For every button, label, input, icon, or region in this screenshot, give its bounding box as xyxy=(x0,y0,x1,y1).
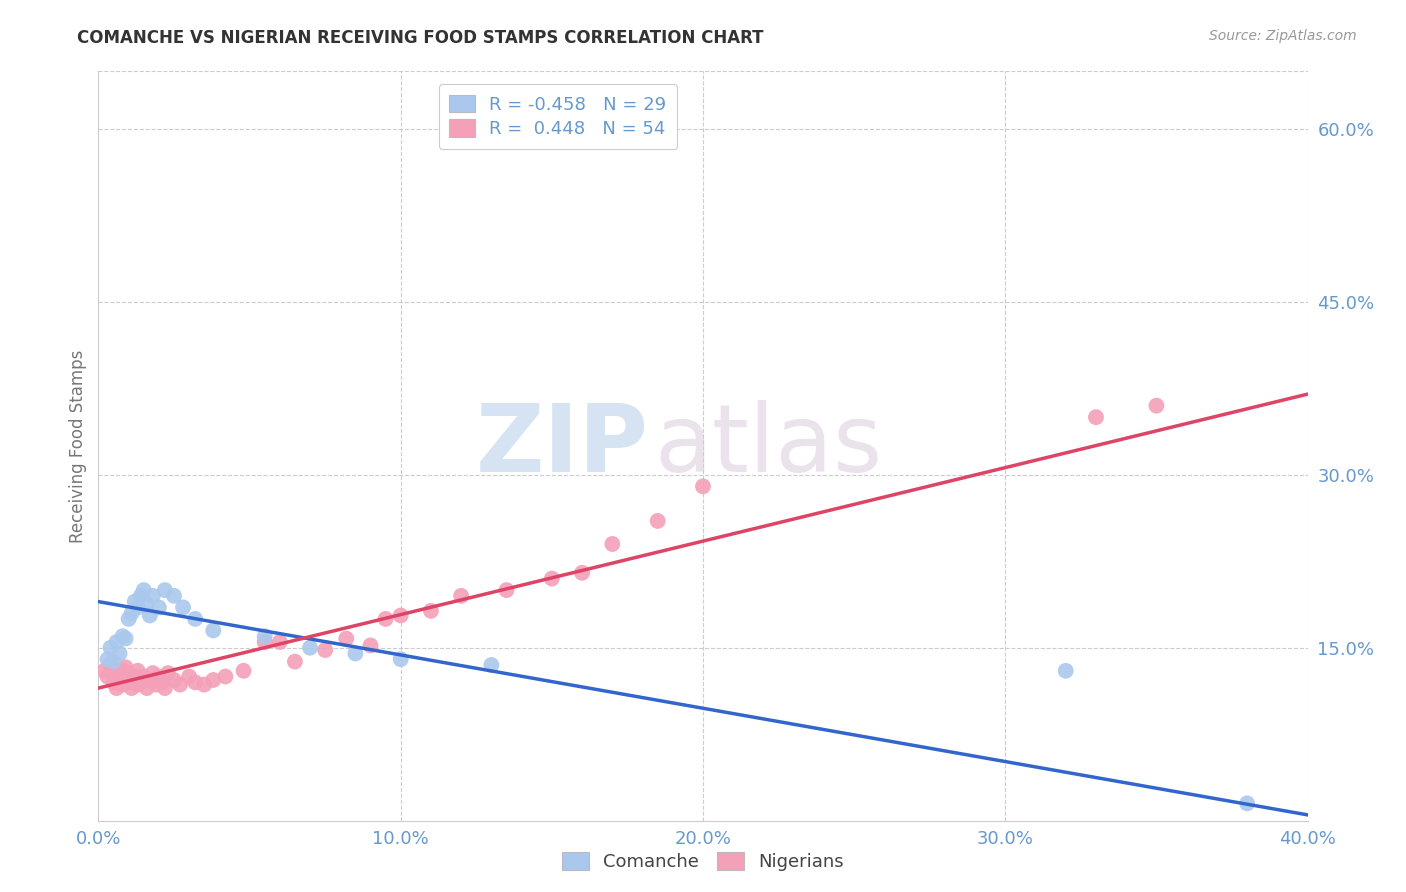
Point xyxy=(148,669,170,683)
Point xyxy=(1054,664,1077,678)
Point xyxy=(360,639,382,653)
Point xyxy=(153,681,176,695)
Point xyxy=(692,479,714,493)
Point xyxy=(172,600,194,615)
Point xyxy=(114,669,136,683)
Point xyxy=(647,514,669,528)
Point xyxy=(124,594,146,608)
Point xyxy=(335,632,357,646)
Point xyxy=(420,604,443,618)
Point xyxy=(108,673,131,687)
Point xyxy=(253,635,276,649)
Point xyxy=(1144,399,1167,413)
Point xyxy=(111,678,134,692)
Point xyxy=(148,600,170,615)
Point xyxy=(202,673,225,687)
Point xyxy=(299,640,322,655)
Point xyxy=(121,681,143,695)
Point xyxy=(344,647,367,661)
Point xyxy=(96,652,118,666)
Point xyxy=(142,666,165,681)
Point xyxy=(163,589,186,603)
Point xyxy=(127,678,149,692)
Point xyxy=(114,632,136,646)
Text: COMANCHE VS NIGERIAN RECEIVING FOOD STAMPS CORRELATION CHART: COMANCHE VS NIGERIAN RECEIVING FOOD STAM… xyxy=(77,29,763,46)
Text: ZIP: ZIP xyxy=(475,400,648,492)
Point xyxy=(269,635,291,649)
Point xyxy=(602,537,624,551)
Point xyxy=(105,666,128,681)
Text: Source: ZipAtlas.com: Source: ZipAtlas.com xyxy=(1209,29,1357,43)
Point xyxy=(193,678,215,692)
Point xyxy=(214,669,236,683)
Point xyxy=(374,612,396,626)
Point xyxy=(253,629,276,643)
Point xyxy=(132,583,155,598)
Point xyxy=(124,669,146,683)
Legend: Comanche, Nigerians: Comanche, Nigerians xyxy=(554,846,852,879)
Point xyxy=(142,589,165,603)
Point xyxy=(100,640,122,655)
Point xyxy=(135,597,157,611)
Point xyxy=(150,675,173,690)
Point xyxy=(1236,797,1258,811)
Point xyxy=(184,612,207,626)
Point xyxy=(389,608,412,623)
Point xyxy=(129,675,152,690)
Point xyxy=(118,675,141,690)
Point xyxy=(169,678,191,692)
Point xyxy=(139,608,162,623)
Point xyxy=(179,669,201,683)
Point xyxy=(93,664,115,678)
Point xyxy=(118,612,141,626)
Point xyxy=(540,572,562,586)
Point xyxy=(495,583,517,598)
Point xyxy=(314,643,336,657)
Point xyxy=(103,655,125,669)
Point xyxy=(284,655,307,669)
Text: atlas: atlas xyxy=(655,400,883,492)
Point xyxy=(108,647,131,661)
Legend: R = -0.458   N = 29, R =  0.448   N = 54: R = -0.458 N = 29, R = 0.448 N = 54 xyxy=(439,84,678,149)
Point xyxy=(129,589,152,603)
Point xyxy=(184,675,207,690)
Point xyxy=(145,678,167,692)
Point xyxy=(163,673,186,687)
Point xyxy=(105,635,128,649)
Y-axis label: Receiving Food Stamps: Receiving Food Stamps xyxy=(69,350,87,542)
Point xyxy=(103,675,125,690)
Point xyxy=(114,660,136,674)
Point xyxy=(121,606,143,620)
Point xyxy=(153,583,176,598)
Point xyxy=(108,664,131,678)
Point xyxy=(132,669,155,683)
Point xyxy=(135,681,157,695)
Point xyxy=(105,681,128,695)
Point xyxy=(1085,410,1108,425)
Point xyxy=(389,652,412,666)
Point xyxy=(96,669,118,683)
Point xyxy=(571,566,593,580)
Point xyxy=(118,666,141,681)
Point xyxy=(100,658,122,673)
Point xyxy=(450,589,472,603)
Point xyxy=(156,666,179,681)
Point xyxy=(202,624,225,638)
Point xyxy=(127,664,149,678)
Point xyxy=(127,600,149,615)
Point xyxy=(481,658,503,673)
Point xyxy=(111,629,134,643)
Point xyxy=(111,664,134,678)
Point xyxy=(139,673,162,687)
Point xyxy=(232,664,254,678)
